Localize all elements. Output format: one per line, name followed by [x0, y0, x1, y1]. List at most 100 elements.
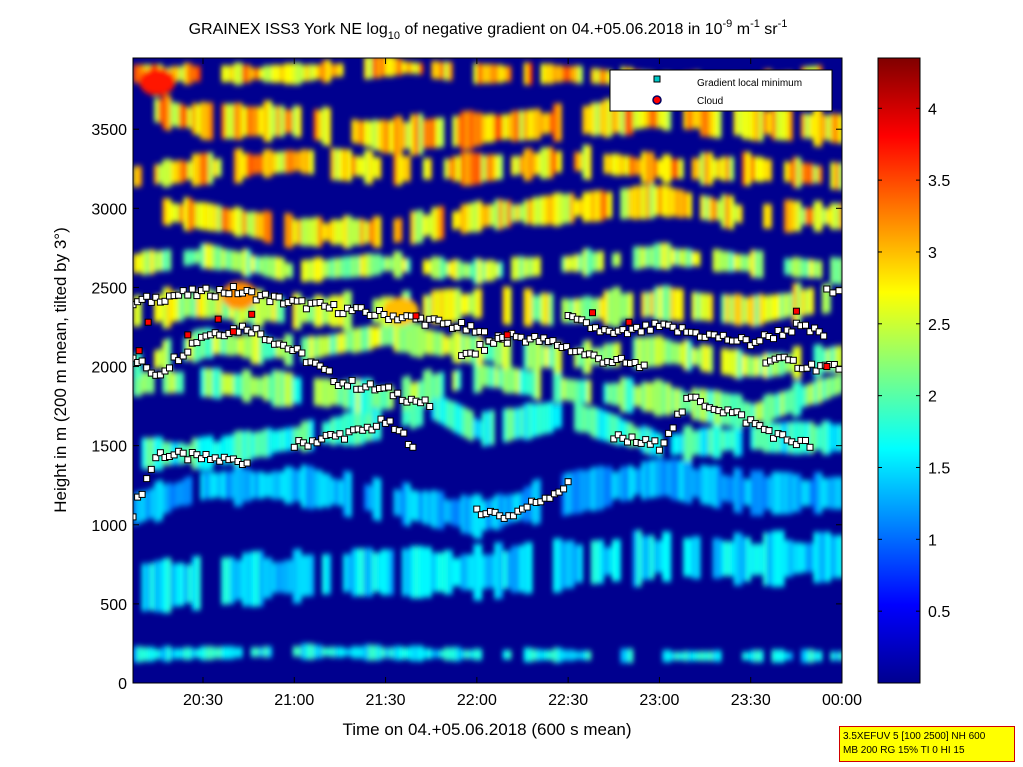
heat-cell [477, 648, 483, 661]
gradient-minimum-marker [243, 459, 251, 467]
heat-cell [162, 94, 168, 130]
heat-cell [578, 65, 583, 84]
heat-cell [448, 288, 453, 323]
heat-cell [620, 293, 625, 320]
gradient-minimum-marker [193, 451, 201, 459]
heat-cell [582, 470, 588, 511]
heat-cell [309, 150, 315, 175]
heat-cell [817, 472, 823, 514]
heat-cell [670, 288, 676, 321]
gradient-minimum-marker [802, 321, 809, 329]
heat-cell [502, 408, 508, 443]
heat-cell [670, 434, 676, 456]
heat-cell [544, 650, 550, 661]
heat-cell [137, 646, 142, 663]
heat-cell [326, 378, 331, 408]
heat-cell [259, 67, 264, 80]
heat-cell [813, 107, 819, 147]
heat-cell [481, 64, 487, 84]
heat-cell [448, 261, 453, 277]
heat-cell [742, 478, 747, 505]
legend-minimum-marker [653, 75, 661, 83]
heat-cell [523, 403, 529, 440]
heat-cell [574, 544, 579, 583]
heat-cell [788, 108, 793, 141]
heat-cell [670, 341, 676, 364]
gradient-minimum-marker [252, 296, 260, 304]
heat-cell [616, 287, 621, 327]
heat-cell [603, 343, 609, 368]
heat-cell [574, 152, 579, 171]
heat-cell [817, 344, 823, 378]
heat-cell [372, 254, 378, 276]
heat-cell [431, 649, 436, 658]
heat-cell [343, 332, 348, 353]
heat-cell [133, 493, 138, 525]
y-tick-label: 1000 [91, 518, 127, 535]
heat-cell [359, 120, 365, 145]
heat-cell [233, 647, 239, 658]
gradient-minimum-marker [823, 285, 831, 293]
gradient-minimum-marker [531, 333, 539, 340]
gradient-minimum-marker [619, 434, 627, 442]
heat-cell [338, 647, 344, 658]
heat-cell [553, 103, 558, 142]
heat-cell [540, 196, 546, 226]
heat-cell [175, 371, 180, 393]
heat-cell [422, 215, 428, 237]
heat-cell [179, 66, 184, 82]
heat-cell [498, 199, 504, 230]
gradient-minimum-marker [316, 299, 324, 306]
heat-cell [674, 189, 680, 218]
heat-cell [238, 251, 243, 273]
heat-cell [212, 441, 218, 463]
heat-cell [469, 293, 474, 315]
heat-cell [427, 214, 432, 236]
heat-cell [452, 499, 457, 527]
heat-cell [343, 149, 348, 181]
heat-cell [708, 345, 714, 373]
gradient-minimum-marker [280, 341, 288, 349]
heat-cell [754, 470, 760, 516]
heat-cell [301, 218, 306, 247]
heat-cell [334, 63, 340, 77]
x-tick-label: 20:30 [183, 692, 223, 709]
heat-cell [628, 156, 634, 176]
heat-cell [666, 650, 672, 663]
heat-cell [595, 540, 600, 584]
heat-cell [624, 466, 630, 501]
heat-cell [246, 249, 252, 277]
heat-cell [246, 334, 252, 359]
heat-cell [427, 369, 432, 406]
heat-cell [565, 540, 571, 589]
heat-cell [800, 162, 806, 184]
heat-cell [364, 644, 369, 661]
heat-cell [154, 295, 159, 323]
heat-cell [175, 482, 180, 507]
heat-cell [599, 69, 604, 85]
gradient-minimum-marker [471, 350, 479, 358]
heat-cell [317, 64, 323, 80]
heat-cell [527, 542, 533, 594]
heat-cell [754, 543, 760, 576]
heat-cell [649, 184, 655, 219]
heat-cell [422, 259, 428, 275]
heat-cell [624, 648, 630, 663]
heat-cell [385, 324, 390, 346]
heat-cell [439, 206, 445, 240]
heat-cell [544, 63, 550, 84]
heat-cell [334, 646, 340, 658]
heat-cell [725, 349, 730, 376]
heat-cell [498, 542, 504, 599]
heat-cell [196, 66, 201, 82]
heat-cell [565, 66, 571, 82]
heat-cell [817, 201, 823, 232]
heat-cell [536, 649, 541, 661]
gradient-minimum-marker [252, 325, 260, 333]
heat-cell [238, 62, 243, 85]
heat-cell [645, 184, 651, 219]
heat-cell [401, 406, 407, 427]
cloud-marker [135, 347, 143, 355]
heat-cell [746, 297, 751, 325]
heat-cell [229, 65, 235, 83]
